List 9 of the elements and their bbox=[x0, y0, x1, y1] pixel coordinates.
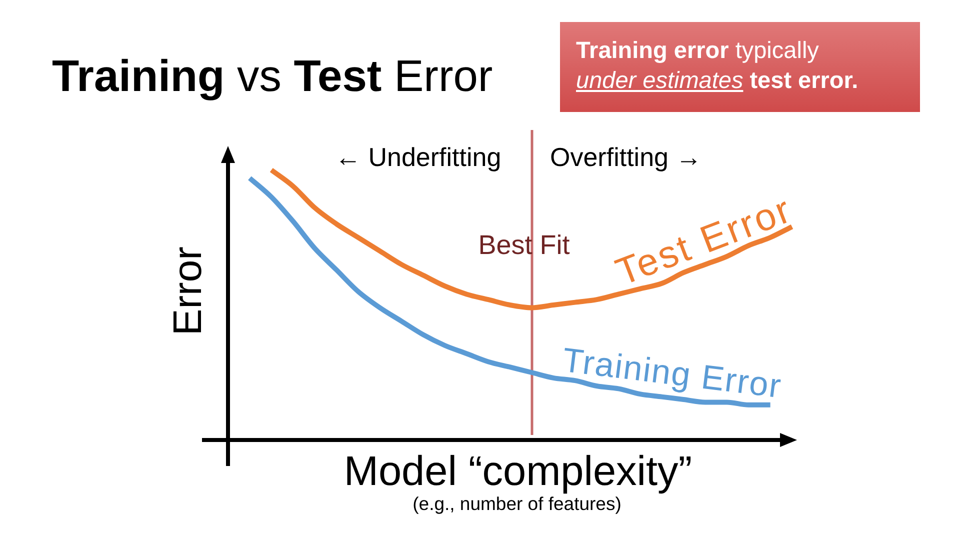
text: (e.g., number of features) bbox=[412, 493, 622, 515]
annotation: Overfitting → bbox=[550, 142, 702, 172]
annotation: ← Underfitting bbox=[335, 142, 502, 172]
x-axis-title: Model “complexity” bbox=[344, 447, 692, 494]
text: Training Error bbox=[560, 341, 784, 406]
text: Test Error bbox=[610, 188, 798, 294]
text: Training error typically under estimates test error. bbox=[576, 37, 858, 93]
chart-title: Training vs Test Error bbox=[52, 52, 493, 101]
y-axis-title: Error bbox=[166, 246, 210, 336]
